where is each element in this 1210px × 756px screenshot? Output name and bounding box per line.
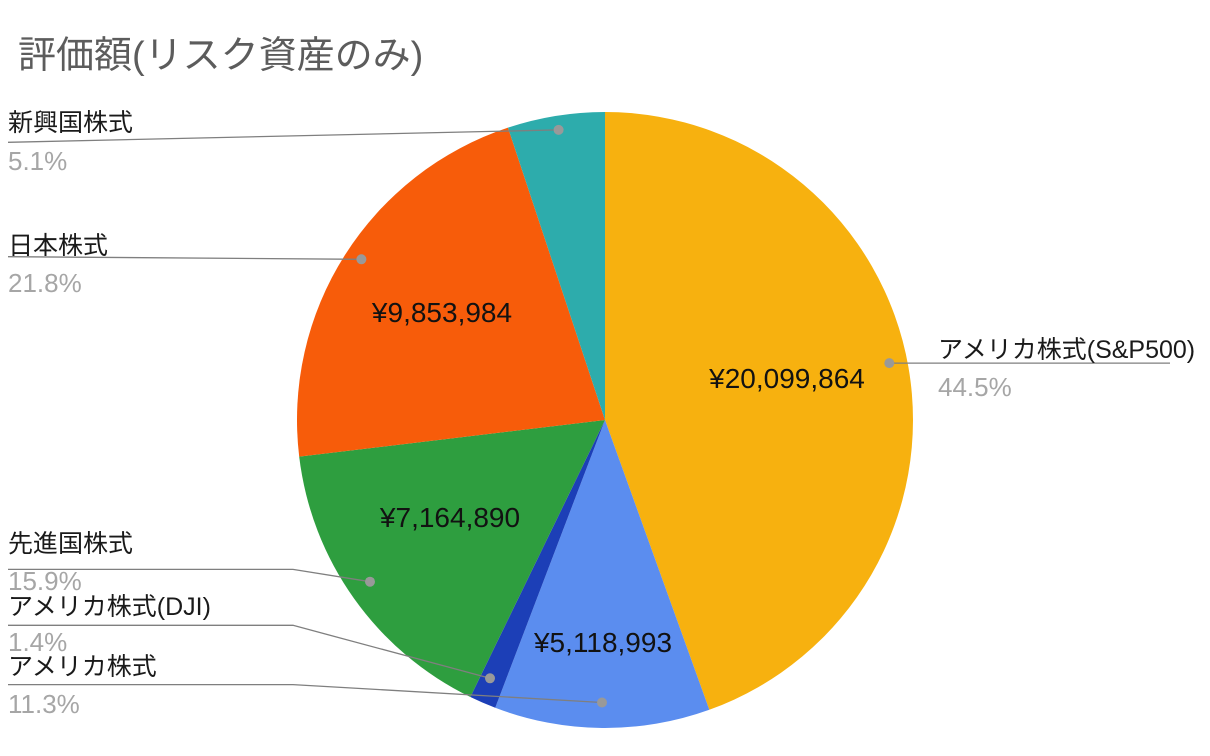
- svg-text:¥20,099,864: ¥20,099,864: [708, 363, 865, 394]
- svg-text:¥7,164,890: ¥7,164,890: [379, 502, 520, 533]
- svg-text:¥5,118,993: ¥5,118,993: [533, 627, 672, 658]
- svg-text:¥9,853,984: ¥9,853,984: [371, 297, 512, 328]
